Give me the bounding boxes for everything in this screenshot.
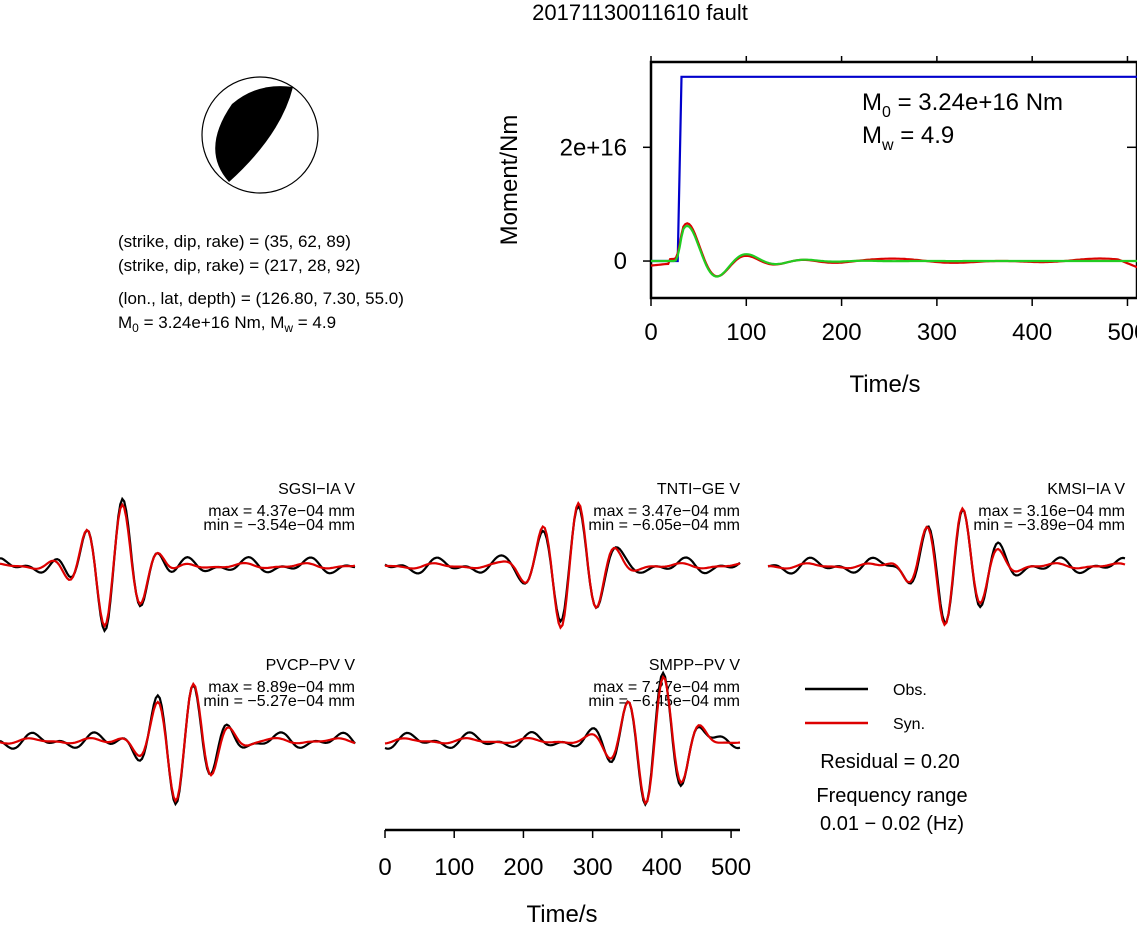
trace-synthetic-line xyxy=(0,681,356,803)
waveform-time-axis: Time/s 0 100 200 300 400 500 xyxy=(378,828,751,927)
hypocenter: (lon., lat, depth) = (126.80, 7.30, 55.0… xyxy=(118,289,404,308)
trace-station-label: SGSI−IA V xyxy=(278,481,355,498)
source-parameters: (strike, dip, rake) = (35, 62, 89) (stri… xyxy=(118,232,404,335)
moment-x-tick-label: 100 xyxy=(726,319,766,346)
trace-max-label: max = 4.37e−04 mm xyxy=(208,503,355,520)
moment-x-tick-label: 400 xyxy=(1012,319,1052,346)
trace-min-label: min = −6.05e−04 mm xyxy=(588,517,740,534)
waveform-x-tick-label: 0 xyxy=(378,854,391,881)
moment-plot-x-axis: 0 100 200 300 400 500 xyxy=(644,56,1137,346)
moment-summary: M0 = 3.24e+16 Nm, Mw = 4.9 xyxy=(118,313,336,335)
trace-station-label: TNTI−GE V xyxy=(657,481,740,498)
moment-plot-series xyxy=(650,75,1137,278)
figure-title: 20171130011610 fault xyxy=(532,0,748,25)
trace-station-label: PVCP−PV V xyxy=(266,657,356,674)
moment-y-tick-label: 2e+16 xyxy=(560,134,627,161)
waveform-xlabel: Time/s xyxy=(526,901,597,927)
trace-station-label: SMPP−PV V xyxy=(649,657,740,674)
moment-plot-frame xyxy=(649,60,1137,300)
trace-synthetic-line xyxy=(0,502,356,629)
moment-rate-synthetic-line xyxy=(651,224,1137,278)
waveform-x-tick-label: 400 xyxy=(642,854,682,881)
trace-synthetic-line xyxy=(384,500,741,630)
frequency-range-value: 0.01 − 0.02 (Hz) xyxy=(820,813,964,835)
moment-x-tick-label: 300 xyxy=(917,319,957,346)
trace-station-label: KMSI−IA V xyxy=(1047,481,1125,498)
moment-x-tick-label: 200 xyxy=(822,319,862,346)
moment-rate-observed-line xyxy=(650,222,1137,278)
trace-min-label: min = −5.27e−04 mm xyxy=(203,693,355,710)
waveform-x-tick-label: 300 xyxy=(573,854,613,881)
frequency-range-title: Frequency range xyxy=(816,785,967,807)
trace-synthetic-line xyxy=(384,674,741,806)
legend-obs-label: Obs. xyxy=(893,682,927,699)
legend-syn-label: Syn. xyxy=(893,716,925,733)
moment-plot-y-axis: 0 2e+16 xyxy=(560,134,1137,275)
trace-max-label: max = 3.47e−04 mm xyxy=(593,503,740,520)
moment-plot: 0 100 200 300 400 500 0 2e+16 Time/s Moment/Nm… xyxy=(496,56,1137,398)
waveform-x-tick-label: 100 xyxy=(434,854,474,881)
moment-plot-xlabel: Time/s xyxy=(849,371,920,398)
moment-plot-ylabel: Moment/Nm xyxy=(496,115,523,246)
moment-y-tick-label: 0 xyxy=(614,248,627,275)
nodal-plane-1: (strike, dip, rake) = (35, 62, 89) xyxy=(118,232,351,251)
waveform-x-tick-label: 200 xyxy=(503,854,543,881)
legend: Obs. Syn. Residual = 0.20 Frequency rang… xyxy=(805,682,968,835)
trace-max-label: max = 8.89e−04 mm xyxy=(208,679,355,696)
trace-synthetic-line xyxy=(767,506,1126,627)
trace-min-label: min = −3.54e−04 mm xyxy=(203,517,355,534)
trace-min-label: min = −6.45e−04 mm xyxy=(588,693,740,710)
trace-observed-line xyxy=(384,504,741,624)
moment-x-tick-label: 500 xyxy=(1107,319,1137,346)
moment-x-tick-label: 0 xyxy=(644,319,657,346)
residual-label: Residual = 0.20 xyxy=(820,751,960,773)
moment-plot-mw-label: Mw = 4.9 xyxy=(862,122,954,154)
nodal-plane-2: (strike, dip, rake) = (217, 28, 92) xyxy=(118,256,360,275)
beachball xyxy=(201,76,319,194)
trace-min-label: min = −3.89e−04 mm xyxy=(973,517,1125,534)
trace-max-label: max = 3.16e−04 mm xyxy=(978,503,1125,520)
moment-plot-m0-label: M0 = 3.24e+16 Nm xyxy=(862,89,1063,121)
waveform-x-tick-label: 500 xyxy=(711,854,751,881)
